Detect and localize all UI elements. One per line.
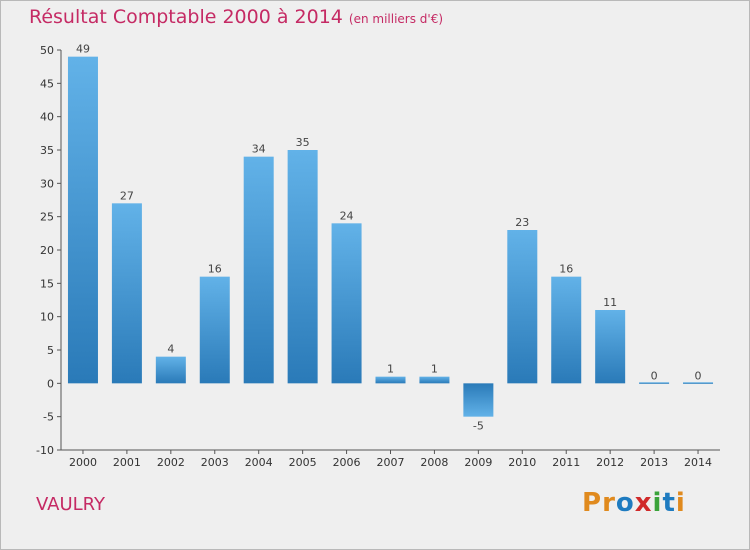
- y-tick-label: 10: [40, 311, 54, 324]
- logo-letter: i: [675, 488, 686, 518]
- y-tick-label: 30: [40, 177, 54, 190]
- bar: [639, 382, 670, 384]
- x-tick-label: 2004: [245, 456, 273, 469]
- chart-title: Résultat Comptable 2000 à 2014 (en millie…: [29, 6, 443, 28]
- x-tick-label: 2001: [113, 456, 141, 469]
- data-label: 35: [296, 136, 310, 149]
- data-label: 34: [252, 143, 266, 156]
- x-tick-label: 2000: [69, 456, 97, 469]
- data-label: 0: [695, 369, 702, 382]
- data-label: -5: [473, 420, 484, 433]
- bar: [67, 56, 98, 384]
- y-tick-label: 0: [47, 377, 54, 390]
- data-label: 23: [515, 216, 529, 229]
- x-tick-label: 2006: [333, 456, 361, 469]
- data-label: 1: [387, 363, 394, 376]
- logo-letter: P: [582, 488, 603, 518]
- logo-letter: t: [662, 488, 676, 518]
- y-tick-label: 50: [40, 44, 54, 57]
- proxiti-logo: Proxiti: [582, 488, 686, 518]
- data-label: 16: [559, 263, 573, 276]
- x-tick-label: 2003: [201, 456, 229, 469]
- bar: [551, 276, 582, 384]
- title-main: Résultat Comptable 2000 à 2014: [29, 6, 343, 28]
- data-label: 24: [340, 209, 354, 222]
- x-tick-label: 2002: [157, 456, 185, 469]
- bar: [375, 376, 406, 384]
- y-tick-label: 40: [40, 111, 54, 124]
- y-tick-label: 15: [40, 277, 54, 290]
- y-tick-label: 35: [40, 144, 54, 157]
- y-tick-label: 45: [40, 77, 54, 90]
- logo-letter: r: [602, 488, 616, 518]
- data-label: 49: [76, 43, 90, 56]
- bar: [243, 156, 274, 384]
- x-tick-label: 2007: [377, 456, 405, 469]
- bar: [331, 223, 362, 384]
- data-label: 27: [120, 189, 134, 202]
- bar: [419, 376, 450, 384]
- bars: [67, 56, 714, 417]
- x-tick-label: 2013: [640, 456, 668, 469]
- y-tick-label: 20: [40, 244, 54, 257]
- data-label: 1: [431, 363, 438, 376]
- bar: [463, 383, 494, 417]
- x-tick-label: 2011: [552, 456, 580, 469]
- data-label: 11: [603, 296, 617, 309]
- bar: [287, 150, 318, 384]
- x-tick-label: 2014: [684, 456, 712, 469]
- data-label: 16: [208, 263, 222, 276]
- data-label: 4: [167, 343, 174, 356]
- bar: [683, 382, 714, 384]
- bar: [199, 276, 230, 384]
- title-unit: (en milliers d'€): [348, 12, 444, 26]
- x-tick-label: 2005: [289, 456, 317, 469]
- bar: [507, 230, 538, 384]
- x-tick-label: 2010: [508, 456, 536, 469]
- bar: [111, 203, 142, 384]
- commune-name: VAULRY: [36, 494, 106, 515]
- bar: [155, 356, 186, 384]
- y-tick-label: -5: [43, 411, 54, 424]
- y-tick-label: -10: [36, 444, 54, 457]
- x-tick-label: 2012: [596, 456, 624, 469]
- y-tick-label: 25: [40, 211, 54, 224]
- logo-letter: o: [615, 488, 635, 518]
- x-tick-label: 2009: [464, 456, 492, 469]
- x-tick-label: 2008: [420, 456, 448, 469]
- data-label: 0: [651, 369, 658, 382]
- bar: [595, 310, 626, 384]
- logo-letter: i: [652, 488, 663, 518]
- y-tick-label: 5: [47, 344, 54, 357]
- logo-letter: x: [634, 488, 653, 518]
